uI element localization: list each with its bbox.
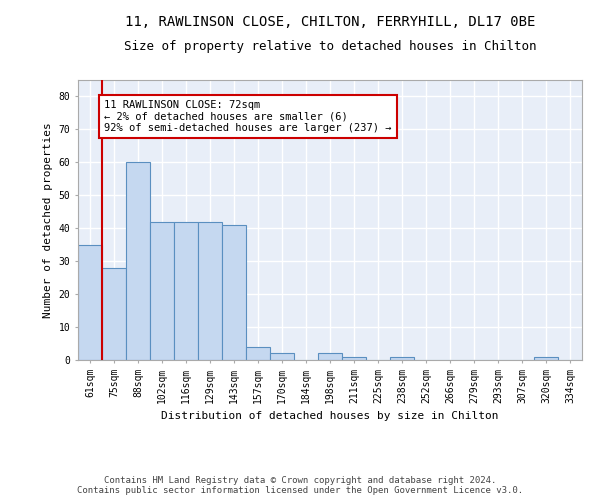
Bar	[78, 244, 102, 360]
Text: 11 RAWLINSON CLOSE: 72sqm
← 2% of detached houses are smaller (6)
92% of semi-de: 11 RAWLINSON CLOSE: 72sqm ← 2% of detach…	[104, 100, 391, 133]
Bar	[102, 268, 126, 360]
Bar	[174, 222, 198, 360]
Bar	[198, 222, 222, 360]
Bar	[318, 354, 342, 360]
Bar	[222, 225, 246, 360]
Bar	[126, 162, 150, 360]
Bar	[342, 356, 366, 360]
Bar	[150, 222, 174, 360]
Y-axis label: Number of detached properties: Number of detached properties	[43, 122, 53, 318]
Bar	[246, 347, 270, 360]
Bar	[270, 354, 294, 360]
Text: Size of property relative to detached houses in Chilton: Size of property relative to detached ho…	[124, 40, 536, 53]
Bar	[534, 356, 558, 360]
Bar	[390, 356, 414, 360]
Text: Contains HM Land Registry data © Crown copyright and database right 2024.
Contai: Contains HM Land Registry data © Crown c…	[77, 476, 523, 495]
Text: 11, RAWLINSON CLOSE, CHILTON, FERRYHILL, DL17 0BE: 11, RAWLINSON CLOSE, CHILTON, FERRYHILL,…	[125, 15, 535, 29]
X-axis label: Distribution of detached houses by size in Chilton: Distribution of detached houses by size …	[161, 411, 499, 421]
